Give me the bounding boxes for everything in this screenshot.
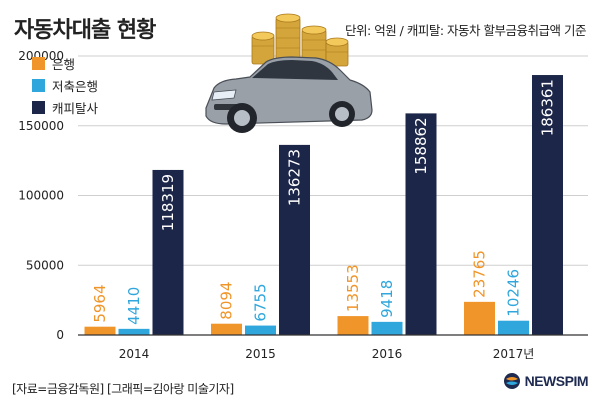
value-label-bank: 13553 — [344, 264, 362, 312]
x-tick-label: 2017년 — [493, 347, 535, 361]
bar-savings — [245, 325, 276, 335]
bar-bank — [211, 323, 242, 335]
bar-capital — [405, 113, 437, 335]
bar-capital — [532, 75, 563, 336]
bar-savings — [118, 328, 150, 335]
logo-text: NEWSPIM — [524, 373, 589, 389]
bar-capital — [152, 169, 184, 335]
x-tick-label: 2015 — [245, 347, 276, 361]
bar-bank — [84, 326, 116, 335]
legend-item-savings: 저축은행 — [32, 74, 98, 96]
value-label-bank: 8094 — [218, 282, 236, 320]
value-label-savings: 9418 — [378, 280, 396, 318]
y-tick-label: 100000 — [18, 189, 64, 203]
legend-label-bank: 은행 — [52, 56, 76, 72]
legend-label-capital: 캐피탈사 — [52, 100, 99, 116]
legend: 은행 저축은행 캐피탈사 — [32, 52, 98, 118]
bar-savings — [371, 321, 403, 335]
legend-swatch-capital — [32, 100, 45, 114]
bar-savings — [498, 320, 529, 335]
legend-item-capital: 캐피탈사 — [32, 96, 98, 118]
value-label-savings: 10246 — [505, 269, 523, 317]
chart-title: 자동차대출 현황 — [14, 18, 156, 43]
value-label-capital: 158862 — [412, 117, 430, 174]
newspim-logo: NEWSPIM — [503, 372, 589, 390]
legend-item-bank: 은행 — [32, 52, 98, 74]
y-tick-label: 200000 — [18, 49, 64, 63]
y-tick-label: 150000 — [18, 119, 64, 133]
x-tick-label: 2014 — [119, 347, 150, 361]
value-label-bank: 23765 — [471, 250, 489, 298]
x-tick-label: 2016 — [372, 347, 403, 361]
y-tick-label: 50000 — [26, 258, 64, 272]
bar-capital — [279, 144, 310, 335]
unit-note: 단위: 억원 / 캐피탈: 자동차 할부금융취급액 기준 — [345, 23, 586, 38]
value-label-savings: 4410 — [125, 287, 143, 325]
value-label-bank: 5964 — [91, 284, 109, 322]
y-tick-label: 0 — [56, 328, 64, 342]
value-label-savings: 6755 — [252, 283, 270, 321]
car-coins-illustration — [205, 13, 373, 133]
source-credit: [자료=금융감독원] [그래픽=김아랑 미술기자] — [12, 382, 234, 396]
bar-bank — [464, 301, 495, 335]
value-label-capital: 118319 — [159, 174, 177, 231]
legend-swatch-bank — [32, 56, 45, 70]
globe-icon — [503, 373, 520, 389]
bar-bank — [337, 316, 369, 335]
bar-chart: 5964 4410 118319 8094 6755 136273 13553 9418 158… — [18, 13, 588, 361]
legend-label-savings: 저축은행 — [52, 78, 99, 94]
value-label-capital: 186361 — [539, 79, 557, 136]
legend-swatch-savings — [32, 78, 45, 92]
value-label-capital: 136273 — [286, 149, 304, 206]
